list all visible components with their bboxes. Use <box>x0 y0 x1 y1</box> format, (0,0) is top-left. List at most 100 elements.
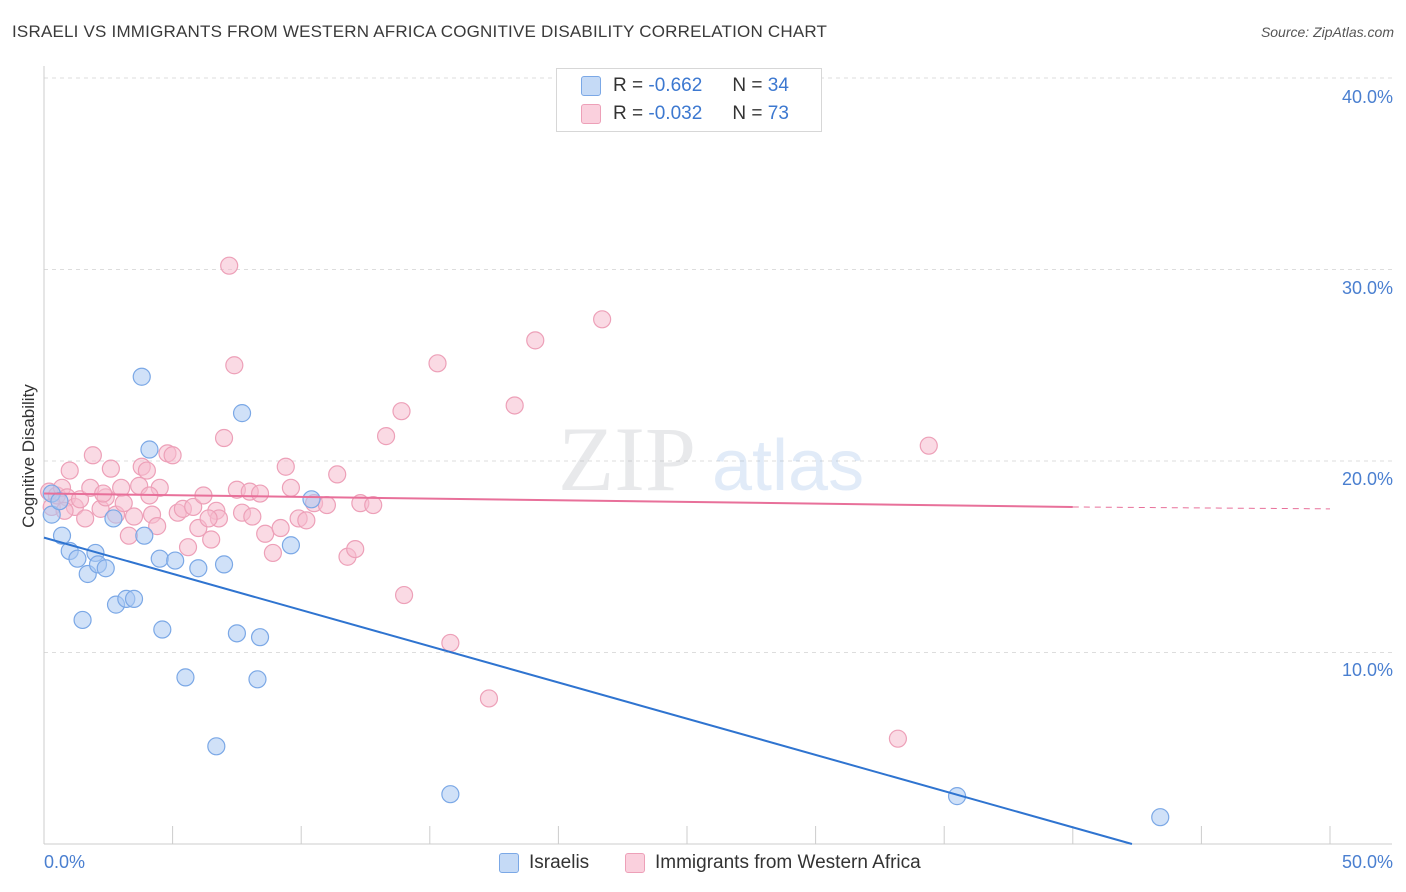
immigrants-point <box>392 402 411 421</box>
immigrants-point <box>271 518 290 538</box>
stats-legend: R = -0.662 N = 34 R = -0.032 N = 73 <box>556 68 822 132</box>
immigrants-point <box>225 356 244 375</box>
israelis-point <box>441 785 460 804</box>
y-tick-label: 10.0% <box>1341 660 1393 680</box>
immigrants-point <box>919 436 938 455</box>
israelis-point <box>104 509 123 528</box>
immigrants-point <box>346 539 365 559</box>
y-tick-label: 20.0% <box>1341 469 1393 489</box>
immigrants-point <box>281 478 301 497</box>
stats-row-israelis: R = -0.662 N = 34 <box>581 74 789 98</box>
israelis-point <box>281 536 301 555</box>
immigrants-point <box>276 457 295 476</box>
immigrants-point <box>526 331 545 350</box>
axes <box>43 66 1392 845</box>
immigrants-point <box>214 428 234 448</box>
immigrants-point <box>243 507 262 526</box>
israelis-point <box>68 549 87 568</box>
immigrants-point <box>220 256 239 275</box>
immigrants-point <box>328 465 347 484</box>
r-label: R = <box>613 75 644 96</box>
y-tick-label: 40.0% <box>1341 87 1393 107</box>
y-axis-label: Cognitive Disability <box>19 384 38 528</box>
watermark-atlas: atlas <box>712 426 864 506</box>
immigrants-point <box>256 524 275 543</box>
israelis-point <box>150 549 169 568</box>
israelis-point <box>176 668 195 687</box>
chart-title: ISRAELI VS IMMIGRANTS FROM WESTERN AFRIC… <box>12 22 828 41</box>
r-value: -0.032 <box>648 103 703 124</box>
immigrants-point <box>364 495 383 515</box>
immigrants-point <box>479 689 499 708</box>
immigrants-point <box>178 538 198 557</box>
israelis-point <box>250 628 270 647</box>
israelis-point <box>189 559 208 578</box>
immigrants-point <box>163 446 182 465</box>
israelis-point <box>248 670 267 689</box>
x-tick-label-min: 0.0% <box>44 852 86 872</box>
israelis-point <box>50 492 69 511</box>
immigrants-point <box>250 484 270 503</box>
r-value: -0.662 <box>648 75 703 96</box>
immigrants-point <box>505 396 524 415</box>
immigrants-point <box>101 459 120 478</box>
legend-label: Immigrants from Western Africa <box>655 852 921 873</box>
immigrants-point <box>83 446 102 465</box>
israelis-points <box>42 367 1170 827</box>
immigrants-point <box>137 461 156 480</box>
immigrants-trend-extension <box>1072 506 1331 510</box>
immigrants-point <box>124 507 144 526</box>
legend-item-immigrants[interactable]: Immigrants from Western Africa <box>625 852 921 874</box>
source-label: Source: ZipAtlas.com <box>1260 24 1394 40</box>
israelis-point <box>227 624 246 643</box>
israelis-point <box>96 559 115 578</box>
immigrants-swatch <box>581 104 601 124</box>
immigrants-point <box>317 495 337 515</box>
immigrants-swatch <box>625 853 645 873</box>
immigrants-point <box>119 526 138 545</box>
immigrants-point <box>199 509 218 528</box>
israelis-swatch <box>581 76 601 96</box>
y-tick-label: 30.0% <box>1341 278 1393 298</box>
israelis-point <box>214 555 234 574</box>
immigrants-point <box>593 310 612 329</box>
immigrants-trend-line <box>43 492 1073 508</box>
immigrants-point <box>441 633 460 653</box>
israelis-point <box>153 620 172 639</box>
immigrants-point <box>376 427 396 446</box>
israelis-point <box>302 490 321 509</box>
immigrants-point <box>60 461 79 480</box>
israelis-point <box>166 551 185 570</box>
immigrants-point <box>888 729 908 748</box>
immigrants-point <box>297 511 316 530</box>
n-value: 73 <box>767 103 789 124</box>
israelis-point <box>207 737 226 756</box>
watermark-zip: ZIP <box>558 408 696 510</box>
israelis-point <box>73 610 92 630</box>
immigrants-point <box>428 354 447 373</box>
n-label: N = <box>732 75 763 96</box>
immigrants-points <box>40 256 938 748</box>
israelis-point <box>135 526 154 545</box>
n-value: 34 <box>767 75 789 96</box>
israelis-point <box>1151 808 1170 827</box>
watermark: ZIP atlas <box>558 408 864 510</box>
immigrants-point <box>263 543 283 563</box>
israelis-point <box>132 367 151 386</box>
immigrants-point <box>148 517 167 536</box>
immigrants-point <box>184 497 203 517</box>
israelis-point <box>140 440 159 459</box>
trend-lines <box>43 492 1331 845</box>
israelis-point <box>42 505 61 524</box>
israelis-swatch <box>499 853 519 873</box>
legend-label: Israelis <box>529 852 590 873</box>
legend-item-israelis[interactable]: Israelis <box>499 852 589 874</box>
immigrants-point <box>76 509 95 528</box>
r-label: R = <box>613 103 644 124</box>
immigrants-point <box>202 530 221 549</box>
grid-lines <box>44 77 1392 653</box>
israelis-point <box>124 589 144 608</box>
x-tick-label-max: 50.0% <box>1341 852 1393 872</box>
israelis-point <box>52 526 72 545</box>
